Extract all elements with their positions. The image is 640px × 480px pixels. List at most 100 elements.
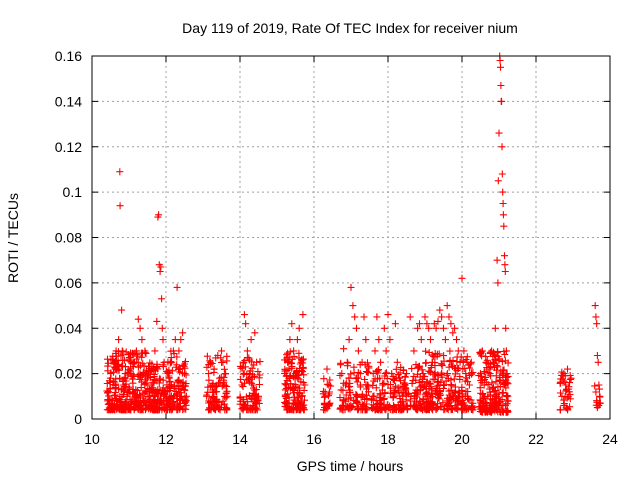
data-point <box>559 376 567 384</box>
data-point <box>445 313 453 321</box>
data-point <box>208 381 216 389</box>
data-point <box>221 370 229 378</box>
data-point <box>158 295 166 303</box>
data-point <box>159 363 167 370</box>
data-point <box>480 394 488 402</box>
data-point <box>321 392 329 400</box>
data-point <box>360 401 368 409</box>
data-point <box>223 352 231 360</box>
data-point <box>342 391 350 399</box>
data-point <box>479 391 487 399</box>
data-point <box>250 373 258 380</box>
data-point <box>412 404 419 412</box>
data-point <box>149 402 157 410</box>
data-point <box>214 403 222 411</box>
data-point <box>408 379 416 387</box>
data-point <box>478 347 486 355</box>
data-point <box>424 390 432 398</box>
data-point <box>168 358 176 366</box>
data-point <box>153 317 161 325</box>
data-point <box>299 364 307 372</box>
data-point <box>129 375 136 383</box>
data-point <box>182 392 190 400</box>
data-point <box>480 381 488 389</box>
data-point <box>443 394 451 402</box>
data-point <box>300 386 308 394</box>
data-point <box>432 324 440 332</box>
data-point <box>358 390 366 398</box>
data-point <box>282 381 290 389</box>
data-point <box>593 404 601 412</box>
data-point <box>108 397 116 405</box>
data-point <box>388 370 396 378</box>
data-point <box>219 397 227 405</box>
data-point <box>104 362 112 370</box>
data-point <box>236 400 244 408</box>
data-point <box>403 370 410 378</box>
data-point <box>153 364 161 372</box>
data-point <box>386 336 394 344</box>
data-point <box>324 400 332 408</box>
data-point <box>495 356 503 364</box>
data-point <box>437 360 445 368</box>
data-point <box>490 358 497 366</box>
data-point <box>222 389 230 397</box>
data-point <box>560 370 568 378</box>
data-point <box>434 317 442 325</box>
data-point <box>212 388 220 396</box>
data-point <box>447 376 455 384</box>
data-point <box>157 389 165 397</box>
data-point <box>430 320 438 328</box>
data-point <box>399 392 407 400</box>
data-point <box>120 387 128 395</box>
data-point <box>320 393 328 401</box>
data-point <box>499 200 507 207</box>
data-point <box>498 389 506 397</box>
data-point <box>357 393 365 401</box>
data-point <box>427 380 435 388</box>
data-point <box>210 365 218 373</box>
data-point <box>253 358 261 366</box>
data-point <box>447 320 455 328</box>
data-point <box>477 370 484 378</box>
data-point <box>323 380 331 388</box>
data-point <box>129 388 137 396</box>
data-point <box>456 375 464 383</box>
data-point <box>106 385 114 393</box>
data-point <box>423 385 430 393</box>
data-point <box>345 336 353 344</box>
data-point <box>363 391 370 399</box>
data-point <box>253 406 261 414</box>
data-point <box>125 383 133 391</box>
data-point <box>501 351 509 358</box>
data-point <box>296 404 304 411</box>
data-point <box>479 376 486 384</box>
data-point <box>156 398 164 406</box>
data-point <box>320 375 328 383</box>
data-point <box>110 358 118 366</box>
data-point <box>246 356 254 364</box>
data-point <box>133 394 141 402</box>
data-point <box>125 355 133 363</box>
data-point <box>499 211 507 219</box>
data-point <box>592 313 600 321</box>
data-point <box>175 403 183 411</box>
data-point <box>239 383 247 390</box>
data-point <box>427 364 435 371</box>
data-point <box>286 336 294 344</box>
y-tick-label: 0.06 <box>55 275 82 291</box>
data-point <box>167 398 175 406</box>
data-point <box>491 363 498 371</box>
data-point <box>391 320 399 328</box>
data-point <box>427 336 434 344</box>
data-point <box>149 365 157 373</box>
data-point <box>557 389 564 397</box>
data-point <box>364 381 372 389</box>
data-point <box>356 383 364 391</box>
data-point <box>164 370 172 378</box>
data-points <box>103 52 604 416</box>
data-point <box>467 358 475 366</box>
axis-ticks <box>91 55 611 420</box>
